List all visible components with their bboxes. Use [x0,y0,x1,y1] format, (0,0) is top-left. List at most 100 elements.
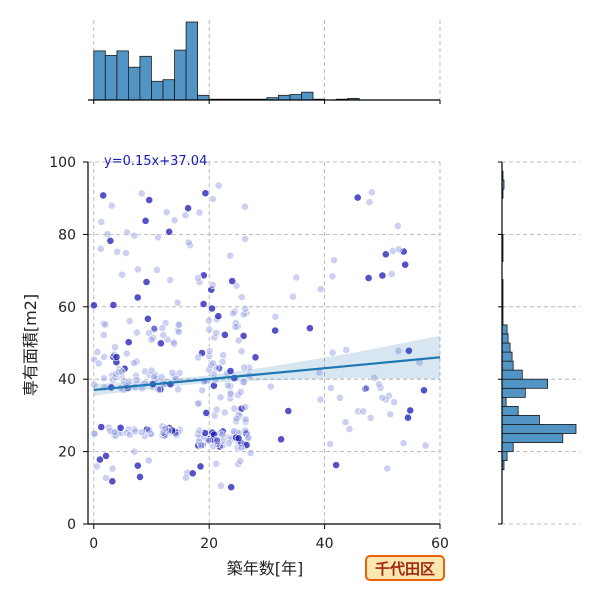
scatter-point [132,371,140,380]
scatter-point [208,304,216,313]
scatter-point [115,365,124,374]
scatter-point [194,353,203,362]
scatter-point [230,404,239,413]
scatter-point [378,393,387,402]
scatter-point [103,230,112,239]
scatter-point [316,285,325,293]
scatter-point [237,293,246,301]
x-tick-label: 0 [89,536,98,552]
scatter-point [367,188,376,197]
scatter-point [143,314,152,323]
y-tick-label: 80 [58,227,76,243]
scatter-point [90,301,98,310]
scatter-point [332,461,340,469]
scatter-point [175,320,184,329]
scatter-point [390,398,399,407]
scatter-point [289,292,297,301]
scatter-point [158,324,167,333]
scatter-point [130,447,139,456]
scatter-point [142,278,151,286]
x-hist-bar [174,49,187,101]
scatter-point [137,428,146,437]
scatter-point [133,293,142,302]
scatter-point [197,441,206,450]
scatter-point [212,328,221,337]
scatter-point [381,250,390,259]
scatter-point [90,380,99,389]
scatter-point [394,245,403,254]
scatter-point [370,373,379,382]
scatter-point [218,357,227,366]
scatter-point [219,351,228,360]
scatter-point [241,304,249,313]
scatter-point [133,265,142,274]
x-hist-bar [116,50,129,101]
scatter-point [345,425,354,433]
scatter-point [182,473,190,482]
scatter-point [375,380,383,389]
scatter-point [144,456,153,465]
scatter-point [326,439,334,448]
scatter-point [174,385,183,394]
scatter-point [159,428,168,437]
scatter-point [97,423,106,431]
scatter-point [202,408,211,417]
scatter-point [101,320,110,329]
scatter-point [271,312,280,321]
scatter-point [227,483,236,492]
scatter-point [240,202,249,211]
scatter-point [173,326,182,335]
scatter-point [220,408,229,417]
scatter-point [393,222,402,230]
scatter-point [125,317,134,325]
scatter-point [236,387,245,396]
y-tick-label: 60 [58,300,76,316]
scatter-point [208,281,217,289]
y-hist-bar [501,405,519,416]
scatter-point [218,430,227,439]
scatter-point [118,270,126,279]
scatter-point [212,405,221,414]
scatter-point [198,386,207,395]
scatter-point [242,309,251,317]
scatter-point [210,333,219,342]
scatter-point [226,394,235,403]
scatter-point [199,271,208,280]
scatter-point [387,270,396,278]
scatter-point [365,198,374,207]
scatter-point [122,349,131,358]
x-hist-bar [127,66,141,101]
scatter-point [223,381,232,390]
scatter-point [125,430,134,439]
scatter-point [244,433,253,442]
scatter-point [147,335,156,344]
scatter-point [401,260,410,269]
scatter-point [232,417,241,426]
scatter-point [170,216,179,225]
scatter-point [241,403,250,411]
scatter-point [169,338,178,347]
scatter-point [328,348,337,357]
scatter-point [188,469,197,478]
scatter-point [231,322,240,331]
y-hist-bar [501,387,526,398]
scatter-point [156,339,165,348]
y-hist-bar [501,433,564,444]
scatter-point [364,274,373,282]
y-axis-label: 専有面積[m2] [21,294,40,396]
scatter-point [108,464,117,473]
regression [93,335,441,396]
scatter-point [106,426,115,435]
marginal-y-histogram [498,161,577,525]
y-tick-label: 20 [58,445,76,461]
scatter-point [205,325,214,334]
scatter-point [96,455,104,464]
scatter-point [420,386,428,395]
scatter-point [112,353,121,361]
y-tick-label: 40 [58,372,76,388]
y-hist-bar [501,423,577,434]
y-hist-bar [501,451,508,462]
axes: 0 20 40 60 0 20 40 60 80 100 [49,155,449,552]
scatter-point [196,462,205,471]
